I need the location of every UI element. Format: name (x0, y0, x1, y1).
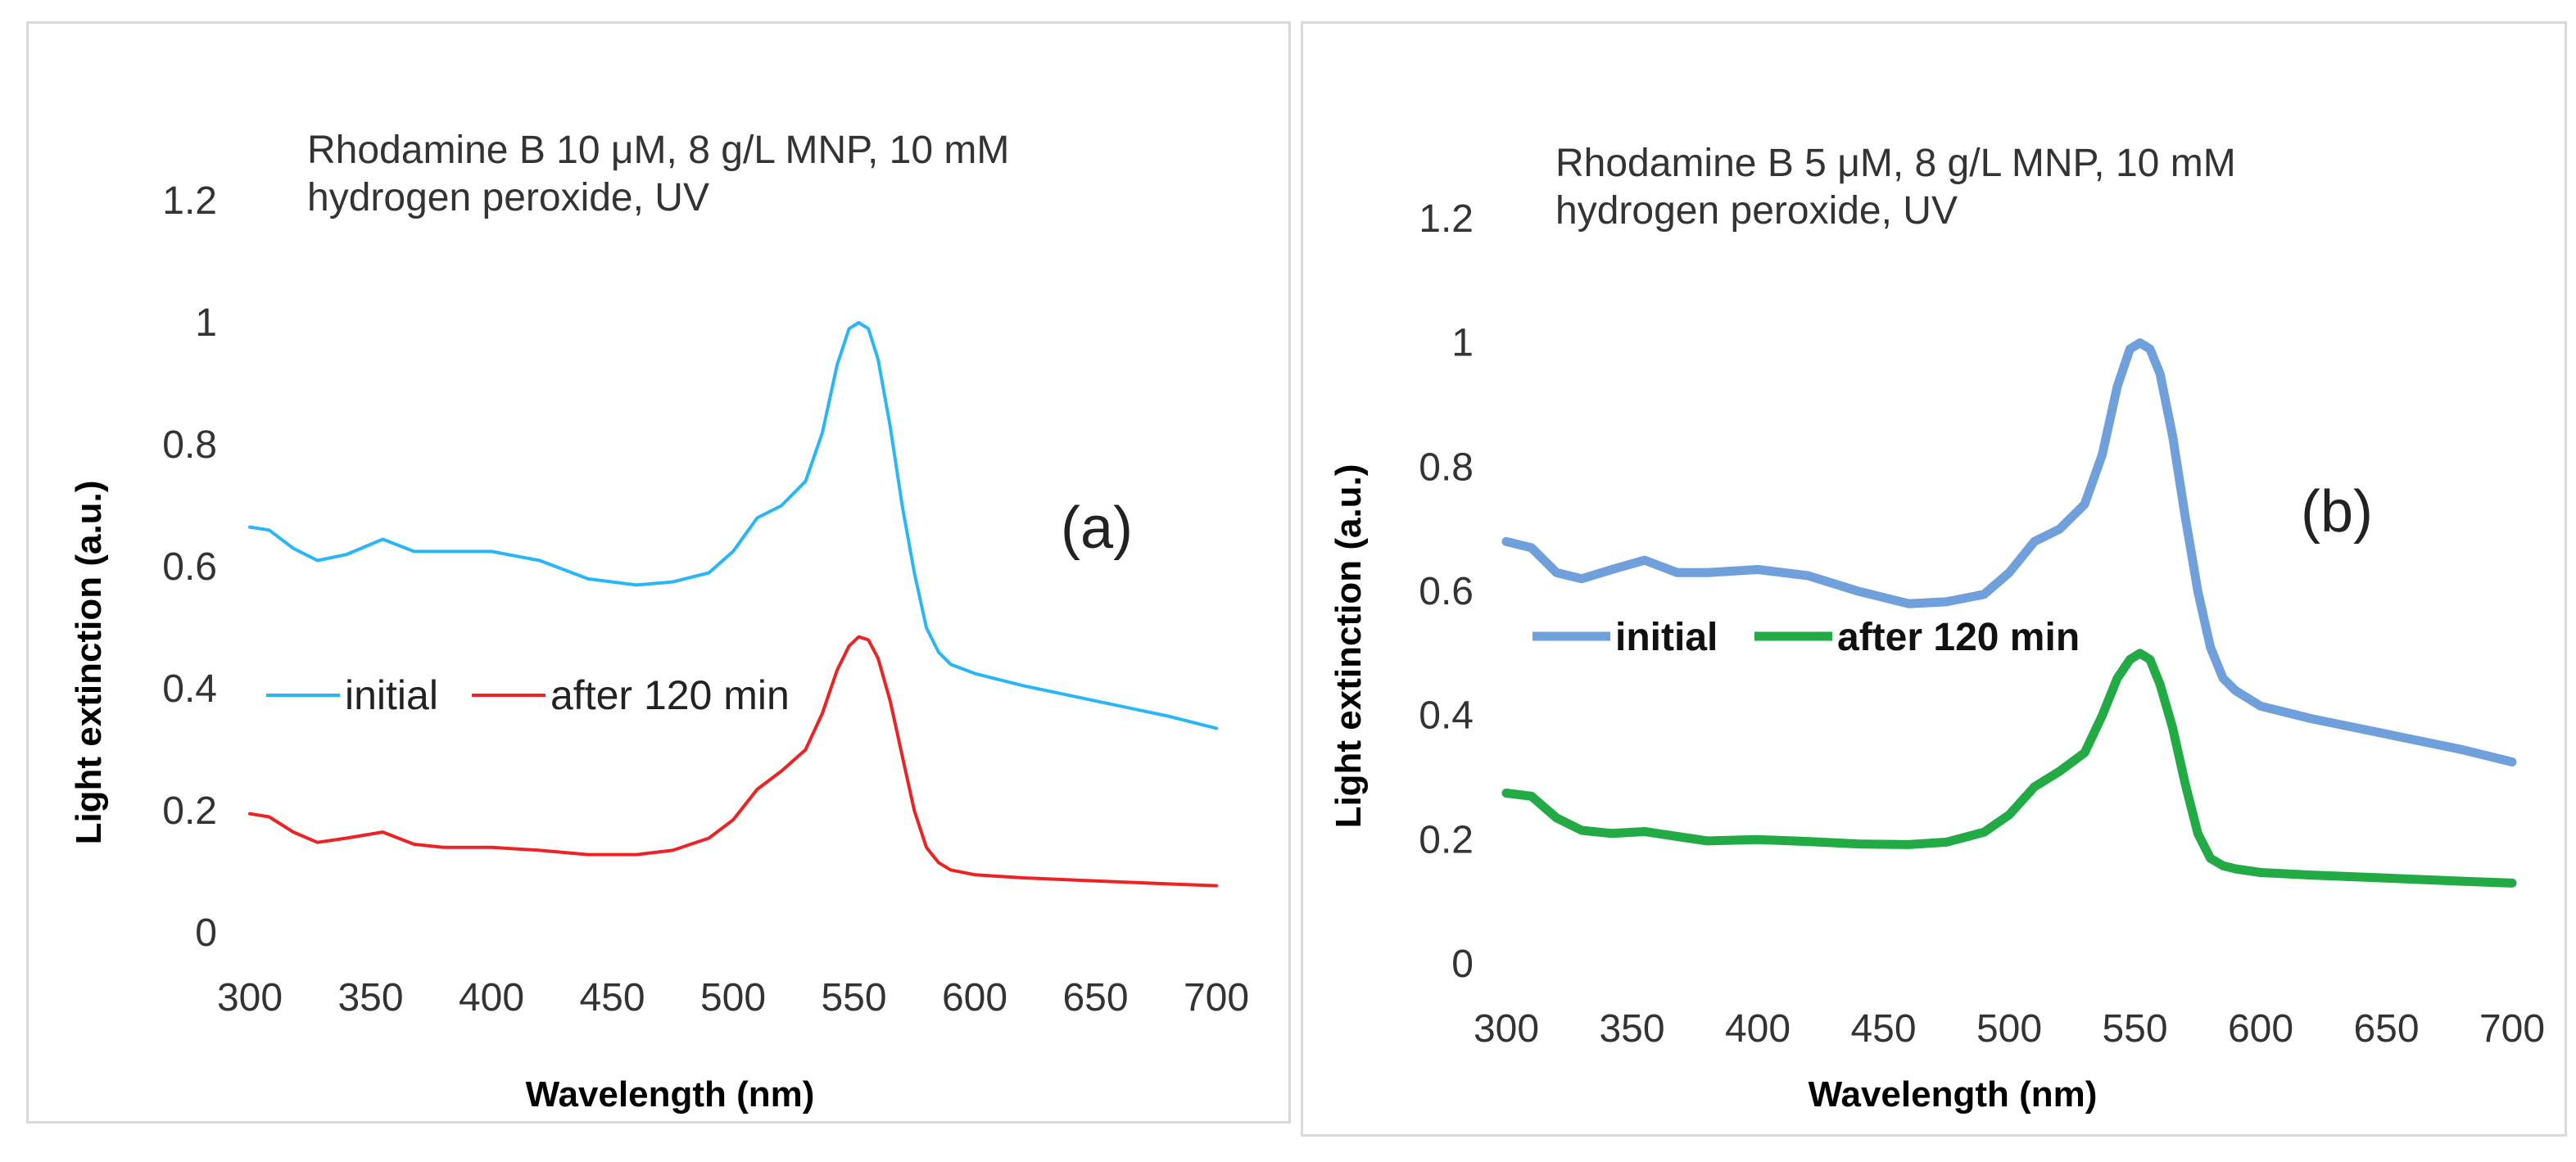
chart-a-series-after-120-min-line (248, 635, 1218, 888)
chart-b-panel-label: (b) (2301, 479, 2373, 545)
chart-a-x-tick-label: 550 (821, 976, 886, 1020)
chart-a-series-initial-line (248, 321, 1218, 730)
chart-b-y-tick-label: 0.8 (1419, 445, 1474, 489)
chart-b-x-tick-label: 650 (2353, 1007, 2419, 1051)
chart-b-x-tick-label: 550 (2102, 1007, 2167, 1051)
chart-b-legend-label-after-120-min: after 120 min (1837, 616, 2080, 659)
chart-a-x-tick-label: 650 (1062, 976, 1128, 1020)
chart-a-x-tick-label: 350 (337, 976, 403, 1020)
chart-b-x-tick-label: 500 (1976, 1007, 2042, 1051)
chart-b-x-tick-label: 350 (1599, 1007, 1664, 1051)
chart-b-series-initial-line (1501, 338, 2517, 766)
chart-a-legend-label-initial: initial (345, 672, 438, 718)
chart-a-x-tick-label: 700 (1184, 976, 1249, 1020)
chart-b-series-after-120-min-line (1501, 649, 2517, 888)
chart-a-x-tick-label: 450 (579, 976, 645, 1020)
chart-b-y-tick-label: 0.4 (1419, 694, 1474, 738)
chart-b-y-tick-label: 1.2 (1419, 197, 1474, 241)
chart-b-x-tick-label: 300 (1474, 1007, 1539, 1051)
chart-a-x-tick-label: 400 (459, 976, 524, 1020)
chart-b-x-tick-label: 600 (2228, 1007, 2293, 1051)
chart-a-y-tick-label: 1 (195, 301, 217, 345)
chart-b-x-tick-label: 450 (1850, 1007, 1916, 1051)
chart-a-title-line-1: Rhodamine B 10 μM, 8 g/L MNP, 10 mM (307, 129, 1009, 172)
chart-b-y-tick-label: 0 (1451, 943, 1474, 986)
chart-a-svg: Rhodamine B 10 μM, 8 g/L MNP, 10 mM hydr… (69, 129, 1249, 1115)
chart-b-x-tick-label: 400 (1725, 1007, 1791, 1051)
chart-b-y-tick-label: 0.6 (1419, 570, 1474, 613)
chart-a-x-tick-label: 500 (700, 976, 766, 1020)
chart-b-title-line-1: Rhodamine B 5 μM, 8 g/L MNP, 10 mM (1555, 142, 2236, 185)
chart-a-y-tick-label: 0.4 (162, 667, 217, 711)
chart-a-y-tick-label: 1.2 (162, 179, 217, 223)
chart-b-y-tick-label: 0.2 (1419, 818, 1474, 861)
chart-b-svg: Rhodamine B 5 μM, 8 g/L MNP, 10 mM hydro… (1329, 142, 2545, 1115)
chart-a-y-tick-label: 0 (195, 911, 217, 955)
chart-a-x-axis-label: Wavelength (nm) (526, 1074, 815, 1115)
chart-a-y-tick-label: 0.6 (162, 545, 217, 589)
chart-a-y-tick-label: 0.2 (162, 789, 217, 833)
chart-b-title-line-2: hydrogen peroxide, UV (1555, 189, 1958, 233)
chart-b-y-tick-label: 1 (1451, 322, 1474, 365)
chart-a-x-tick-label: 300 (217, 976, 283, 1020)
chart-b-legend-label-initial: initial (1615, 616, 1718, 659)
chart-b-y-axis-label: Light extinction (a.u.) (1329, 464, 1369, 829)
chart-a-panel-label: (a) (1061, 495, 1133, 561)
chart-a-title-line-2: hydrogen peroxide, UV (307, 176, 709, 219)
chart-a-y-tick-label: 0.8 (162, 423, 217, 467)
chart-a-legend-label-after-120-min: after 120 min (550, 672, 790, 718)
chart-b-x-tick-label: 700 (2479, 1007, 2545, 1051)
chart-a-x-tick-label: 600 (942, 976, 1007, 1020)
chart-b-x-axis-label: Wavelength (nm) (1809, 1074, 2098, 1115)
chart-panel-a: Rhodamine B 10 μM, 8 g/L MNP, 10 mM hydr… (26, 21, 1291, 1124)
chart-panel-b: Rhodamine B 5 μM, 8 g/L MNP, 10 mM hydro… (1301, 21, 2567, 1137)
chart-a-y-axis-label: Light extinction (a.u.) (69, 481, 109, 845)
